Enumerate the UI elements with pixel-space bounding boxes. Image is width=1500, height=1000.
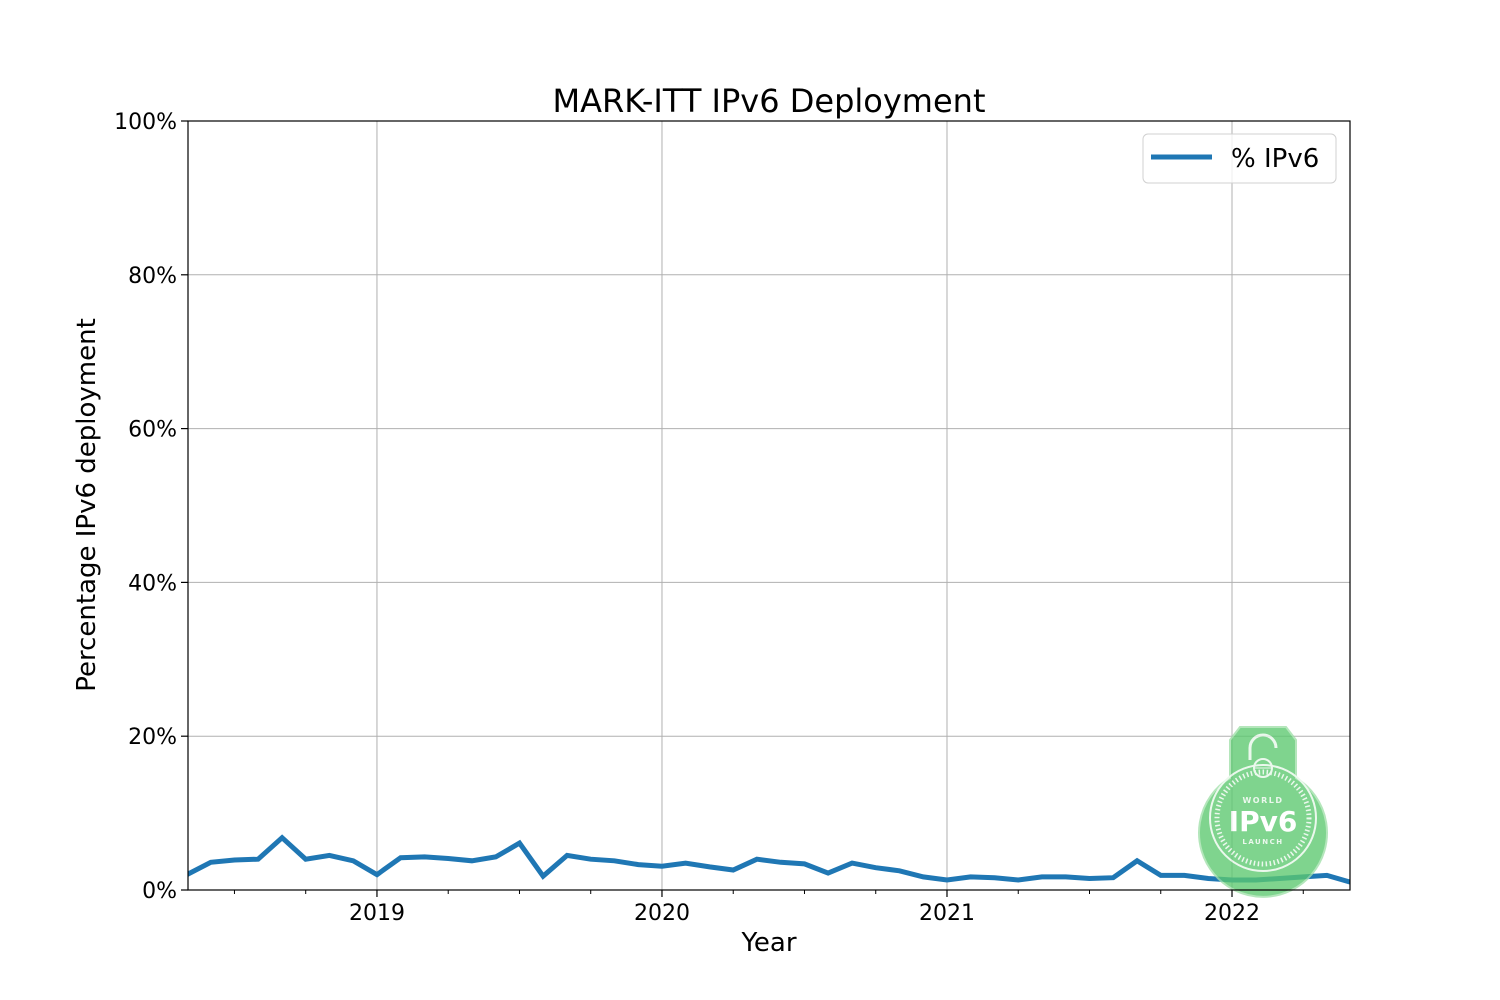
x-tick-label: 2020 (634, 901, 690, 926)
logo-outer-ring (1209, 764, 1317, 872)
y-tick-label: 100% (114, 110, 177, 135)
x-tick-label: 2021 (919, 901, 975, 926)
axes (187, 120, 1351, 891)
chart-title: MARK-ITT IPv6 Deployment (553, 82, 986, 120)
y-tick-label: 60% (128, 418, 177, 443)
series-line-ipv6 (188, 834, 1350, 885)
x-axis-label: Year (740, 928, 796, 958)
legend-box (1142, 133, 1337, 184)
axes-frame (187, 120, 1351, 891)
y-axis-label: Percentage IPv6 deployment (72, 318, 102, 692)
x-tick-label: 2022 (1204, 901, 1260, 926)
y-tick-label: 80% (128, 264, 177, 289)
logo-tick-ring (1214, 769, 1312, 867)
logo-lock-shackle (1248, 733, 1278, 760)
y-tick-label: 20% (128, 725, 177, 750)
y-tick-label: 0% (142, 879, 177, 904)
world-ipv6-launch-logo: WORLD IPv6 LAUNCH (1198, 726, 1328, 898)
logo-text-ipv6: IPv6 (1229, 805, 1298, 838)
series-layer (188, 834, 1350, 885)
logo-text-launch: LAUNCH (1242, 838, 1283, 846)
legend-label-ipv6: % IPv6 (1231, 144, 1319, 174)
x-tick-label: 2019 (349, 901, 405, 926)
legend: % IPv6 (1142, 133, 1337, 184)
y-tick-label: 40% (128, 571, 177, 596)
ticks: 0% 20% 40% 60% 80% 100% 2019 2020 2021 2022 (114, 110, 1304, 926)
logo-text-world: WORLD (1242, 796, 1283, 805)
